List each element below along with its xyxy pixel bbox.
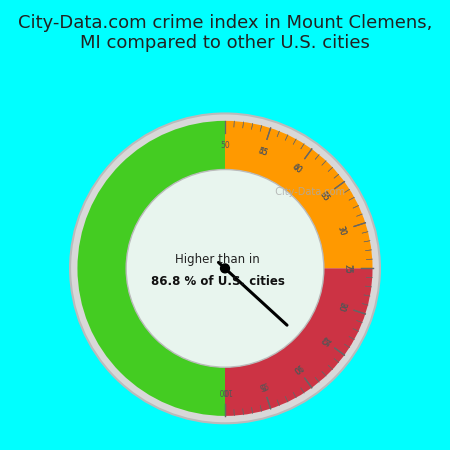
Wedge shape <box>70 113 380 423</box>
Text: 90: 90 <box>290 361 304 374</box>
Text: 65: 65 <box>318 190 331 203</box>
Wedge shape <box>225 121 373 268</box>
Text: 30: 30 <box>336 225 347 237</box>
Text: 60: 60 <box>290 163 304 176</box>
Text: 95: 95 <box>257 379 269 391</box>
Text: 86.8 % of U.S. cities: 86.8 % of U.S. cities <box>151 275 284 288</box>
Text: 35: 35 <box>318 190 331 203</box>
Text: 45: 45 <box>257 146 269 158</box>
Text: 75: 75 <box>343 264 352 273</box>
Text: 10: 10 <box>290 361 303 374</box>
Text: 100: 100 <box>218 387 232 396</box>
Text: 15: 15 <box>318 334 331 347</box>
Text: City-Data.com crime index in Mount Clemens,
MI compared to other U.S. cities: City-Data.com crime index in Mount Cleme… <box>18 14 432 52</box>
Text: 20: 20 <box>336 300 347 312</box>
Text: Higher than in: Higher than in <box>175 253 260 266</box>
Circle shape <box>220 264 230 273</box>
Text: 85: 85 <box>318 334 331 347</box>
Wedge shape <box>77 121 225 416</box>
Text: 5: 5 <box>259 380 266 390</box>
Text: 25: 25 <box>343 264 352 273</box>
Text: 80: 80 <box>336 300 347 312</box>
Text: 55: 55 <box>257 146 269 158</box>
Text: 70: 70 <box>336 225 347 237</box>
Circle shape <box>126 170 324 367</box>
Text: 40: 40 <box>290 163 304 176</box>
Text: City-Data.com: City-Data.com <box>269 187 345 197</box>
Wedge shape <box>225 268 373 416</box>
Text: 0: 0 <box>223 387 227 396</box>
Text: 50: 50 <box>220 141 230 150</box>
